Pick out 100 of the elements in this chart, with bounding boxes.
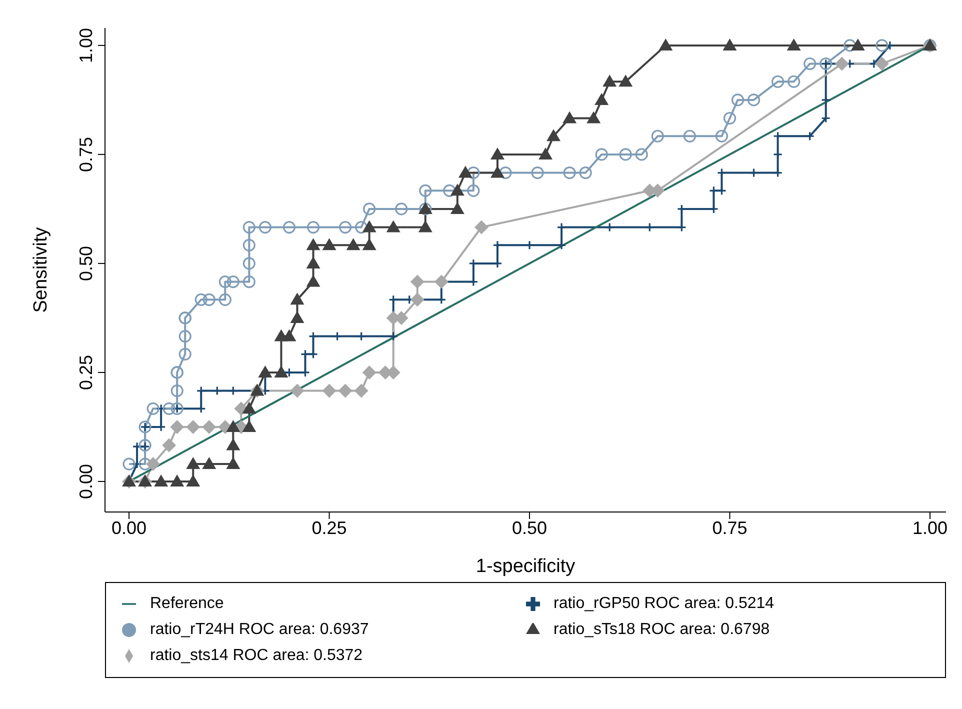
point: [594, 92, 609, 105]
point: [723, 112, 736, 125]
point: [346, 238, 360, 250]
point: [202, 420, 216, 434]
point: [338, 384, 352, 398]
point: [562, 111, 577, 124]
point: [773, 150, 783, 160]
point: [410, 292, 424, 307]
point: [395, 202, 408, 216]
point: [434, 274, 448, 289]
point: [604, 222, 614, 232]
point: [306, 256, 320, 268]
x-tick-label: 0.50: [512, 518, 548, 538]
point: [242, 402, 256, 414]
point: [747, 94, 760, 106]
point: [467, 184, 480, 197]
point: [290, 384, 304, 398]
point: [132, 459, 142, 469]
legend-label: ratio_sTs18 ROC area: 0.6798: [554, 621, 770, 638]
point: [450, 202, 464, 214]
point: [563, 166, 576, 180]
point: [258, 220, 272, 234]
point: [156, 404, 166, 414]
point: [635, 148, 648, 161]
point: [356, 331, 366, 342]
point: [546, 129, 561, 142]
point: [748, 168, 759, 178]
point: [226, 457, 240, 470]
point: [805, 131, 815, 141]
point: [338, 220, 352, 234]
point: [308, 349, 318, 359]
point: [436, 294, 446, 304]
point: [658, 38, 673, 50]
point: [242, 420, 256, 432]
point: [676, 222, 686, 232]
point: [196, 386, 206, 396]
y-tick-label: 0.00: [76, 464, 96, 499]
legend-label: ratio_sts14 ROC area: 0.5372: [150, 647, 363, 664]
point: [876, 39, 888, 52]
point: [132, 442, 142, 452]
point: [821, 113, 831, 124]
point: [538, 147, 553, 160]
point: [619, 148, 632, 161]
point: [773, 168, 783, 178]
point: [178, 348, 192, 360]
y-tick-label: 0.75: [76, 136, 96, 172]
point: [186, 474, 200, 486]
legend-label: ratio_rGP50 ROC area: 0.5214: [554, 595, 774, 612]
point: [418, 220, 432, 232]
point: [772, 75, 784, 88]
point: [874, 56, 889, 71]
point: [419, 184, 432, 197]
point: [474, 220, 488, 234]
point: [834, 56, 849, 71]
point: [885, 40, 895, 50]
legend-label: Reference: [150, 595, 224, 612]
point: [122, 458, 136, 470]
point: [186, 420, 200, 434]
point: [196, 404, 206, 414]
point: [274, 365, 288, 378]
point: [146, 402, 160, 415]
point: [786, 38, 801, 50]
point: [595, 148, 608, 161]
point: [490, 147, 504, 160]
point: [363, 202, 376, 216]
point: [322, 238, 336, 250]
point: [492, 240, 502, 250]
point: [556, 222, 566, 232]
point: [773, 131, 783, 141]
y-tick-label: 1.00: [76, 28, 96, 63]
point: [290, 292, 304, 305]
point: [531, 166, 544, 180]
point: [602, 74, 617, 87]
point: [146, 457, 160, 472]
point: [282, 220, 296, 234]
point: [731, 94, 744, 106]
point: [362, 365, 376, 380]
point: [490, 166, 504, 178]
point: [716, 168, 727, 178]
point: [228, 386, 238, 396]
point: [715, 130, 728, 142]
point: [443, 184, 456, 197]
point: [178, 330, 192, 343]
point: [186, 457, 200, 470]
point: [354, 384, 368, 398]
point: [242, 220, 256, 234]
point: [683, 130, 696, 142]
point: [170, 384, 184, 398]
legend-label: ratio_rT24H ROC area: 0.6937: [150, 621, 369, 638]
point: [362, 238, 376, 250]
point: [282, 329, 296, 342]
point: [468, 276, 478, 287]
point: [226, 275, 240, 288]
x-tick-label: 0.25: [312, 518, 347, 538]
point: [388, 294, 398, 304]
point: [162, 438, 176, 452]
point: [499, 166, 512, 180]
point: [226, 438, 240, 450]
point: [202, 293, 216, 306]
point: [258, 365, 272, 378]
